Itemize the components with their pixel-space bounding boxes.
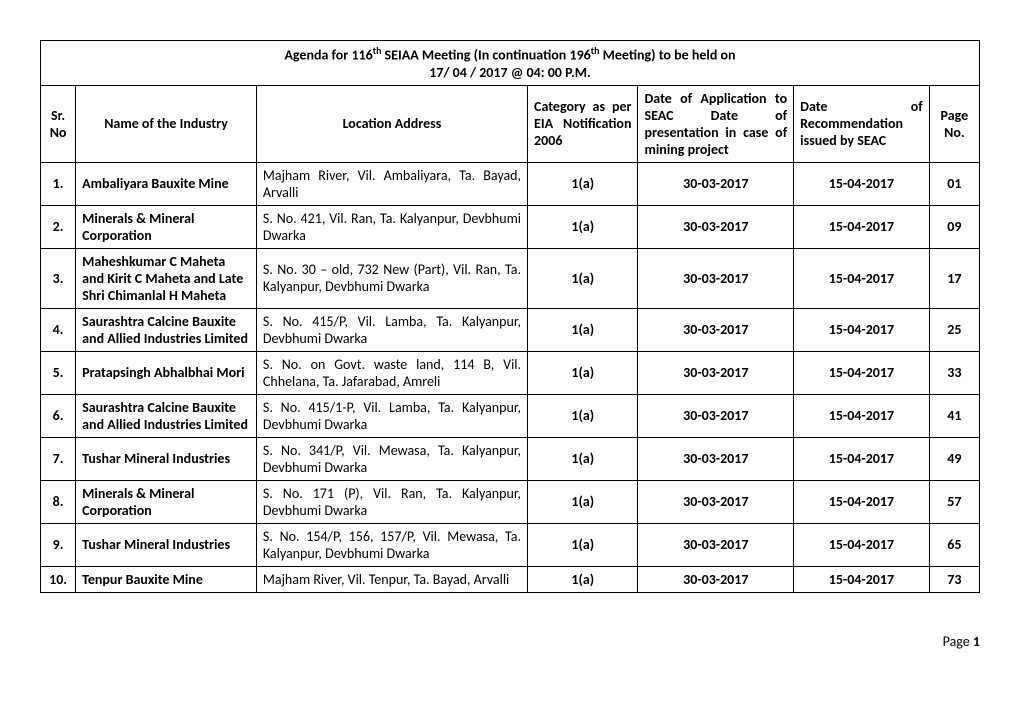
footer-num: 1 [973, 633, 980, 650]
cell-location: S. No. 415/1-P, Vil. Lamba, Ta. Kalyanpu… [256, 394, 527, 437]
cell-name: Tushar Mineral Industries [76, 437, 257, 480]
header-cat: Category as per EIA Notification 2006 [528, 85, 638, 162]
cell-location: S. No. 30 – old, 732 New (Part), Vil. Ra… [256, 248, 527, 308]
cell-location: Majham River, Vil. Ambaliyara, Ta. Bayad… [256, 162, 527, 205]
cell-sr: 6. [41, 394, 76, 437]
cell-name: Minerals & Mineral Corporation [76, 480, 257, 523]
agenda-table: Agenda for 116th SEIAA Meeting (In conti… [40, 40, 980, 593]
cell-sr: 10. [41, 566, 76, 592]
table-row: 6.Saurashtra Calcine Bauxite and Allied … [41, 394, 980, 437]
table-body: 1.Ambaliyara Bauxite MineMajham River, V… [41, 162, 980, 592]
cell-page: 09 [929, 205, 979, 248]
table-title: Agenda for 116th SEIAA Meeting (In conti… [41, 41, 980, 86]
title-mid: SEIAA Meeting (In continuation 196 [381, 47, 590, 64]
cell-sr: 2. [41, 205, 76, 248]
cell-date-app: 30-03-2017 [638, 162, 794, 205]
cell-sr: 3. [41, 248, 76, 308]
cell-date-app: 30-03-2017 [638, 351, 794, 394]
cell-sr: 1. [41, 162, 76, 205]
cell-category: 1(a) [528, 566, 638, 592]
cell-sr: 5. [41, 351, 76, 394]
cell-date-rec: 15-04-2017 [794, 162, 930, 205]
cell-page: 41 [929, 394, 979, 437]
cell-page: 33 [929, 351, 979, 394]
header-loc: Location Address [256, 85, 527, 162]
table-row: 10.Tenpur Bauxite MineMajham River, Vil.… [41, 566, 980, 592]
cell-sr: 9. [41, 523, 76, 566]
cell-category: 1(a) [528, 523, 638, 566]
cell-name: Saurashtra Calcine Bauxite and Allied In… [76, 394, 257, 437]
header-date-rec: Date of Recommendation issued by SEAC [794, 85, 930, 162]
cell-date-rec: 15-04-2017 [794, 437, 930, 480]
cell-page: 49 [929, 437, 979, 480]
header-page: Page No. [929, 85, 979, 162]
cell-page: 65 [929, 523, 979, 566]
cell-date-app: 30-03-2017 [638, 437, 794, 480]
cell-category: 1(a) [528, 205, 638, 248]
cell-location: Majham River, Vil. Tenpur, Ta. Bayad, Ar… [256, 566, 527, 592]
cell-date-app: 30-03-2017 [638, 205, 794, 248]
cell-date-rec: 15-04-2017 [794, 394, 930, 437]
cell-category: 1(a) [528, 437, 638, 480]
cell-date-rec: 15-04-2017 [794, 205, 930, 248]
table-row: 8.Minerals & Mineral CorporationS. No. 1… [41, 480, 980, 523]
cell-category: 1(a) [528, 394, 638, 437]
cell-category: 1(a) [528, 248, 638, 308]
cell-date-app: 30-03-2017 [638, 566, 794, 592]
cell-date-app: 30-03-2017 [638, 480, 794, 523]
cell-name: Tenpur Bauxite Mine [76, 566, 257, 592]
cell-date-rec: 15-04-2017 [794, 308, 930, 351]
cell-location: S. No. on Govt. waste land, 114 B, Vil. … [256, 351, 527, 394]
cell-category: 1(a) [528, 351, 638, 394]
cell-sr: 8. [41, 480, 76, 523]
cell-date-app: 30-03-2017 [638, 523, 794, 566]
title-line2: 17/ 04 / 2017 @ 04: 00 P.M. [429, 64, 590, 81]
cell-name: Ambaliyara Bauxite Mine [76, 162, 257, 205]
table-row: 3.Maheshkumar C Maheta and Kirit C Mahet… [41, 248, 980, 308]
cell-sr: 4. [41, 308, 76, 351]
header-name: Name of the Industry [76, 85, 257, 162]
cell-category: 1(a) [528, 480, 638, 523]
cell-name: Tushar Mineral Industries [76, 523, 257, 566]
cell-page: 17 [929, 248, 979, 308]
cell-date-app: 30-03-2017 [638, 308, 794, 351]
cell-category: 1(a) [528, 308, 638, 351]
cell-location: S. No. 171 (P), Vil. Ran, Ta. Kalyanpur,… [256, 480, 527, 523]
header-sr: Sr. No [41, 85, 76, 162]
page-footer: Page 1 [40, 633, 980, 650]
cell-location: S. No. 421, Vil. Ran, Ta. Kalyanpur, Dev… [256, 205, 527, 248]
cell-location: S. No. 341/P, Vil. Mewasa, Ta. Kalyanpur… [256, 437, 527, 480]
table-row: 5.Pratapsingh Abhalbhai MoriS. No. on Go… [41, 351, 980, 394]
cell-date-app: 30-03-2017 [638, 394, 794, 437]
title-prefix: Agenda for 116 [284, 47, 372, 64]
table-row: 1.Ambaliyara Bauxite MineMajham River, V… [41, 162, 980, 205]
cell-name: Minerals & Mineral Corporation [76, 205, 257, 248]
cell-date-rec: 15-04-2017 [794, 351, 930, 394]
cell-name: Pratapsingh Abhalbhai Mori [76, 351, 257, 394]
footer-label: Page [943, 633, 973, 650]
cell-date-rec: 15-04-2017 [794, 523, 930, 566]
table-row: 4.Saurashtra Calcine Bauxite and Allied … [41, 308, 980, 351]
table-header-row: Sr. No Name of the Industry Location Add… [41, 85, 980, 162]
cell-page: 57 [929, 480, 979, 523]
cell-date-rec: 15-04-2017 [794, 566, 930, 592]
header-date-app: Date of Application to SEAC Date of pres… [638, 85, 794, 162]
table-title-row: Agenda for 116th SEIAA Meeting (In conti… [41, 41, 980, 86]
cell-location: S. No. 415/P, Vil. Lamba, Ta. Kalyanpur,… [256, 308, 527, 351]
cell-page: 01 [929, 162, 979, 205]
title-suffix: Meeting) to be held on [599, 47, 735, 64]
cell-location: S. No. 154/P, 156, 157/P, Vil. Mewasa, T… [256, 523, 527, 566]
table-row: 7.Tushar Mineral IndustriesS. No. 341/P,… [41, 437, 980, 480]
cell-page: 25 [929, 308, 979, 351]
cell-page: 73 [929, 566, 979, 592]
cell-date-rec: 15-04-2017 [794, 480, 930, 523]
table-row: 2.Minerals & Mineral CorporationS. No. 4… [41, 205, 980, 248]
cell-name: Saurashtra Calcine Bauxite and Allied In… [76, 308, 257, 351]
cell-sr: 7. [41, 437, 76, 480]
table-row: 9.Tushar Mineral IndustriesS. No. 154/P,… [41, 523, 980, 566]
cell-name: Maheshkumar C Maheta and Kirit C Maheta … [76, 248, 257, 308]
cell-date-app: 30-03-2017 [638, 248, 794, 308]
cell-date-rec: 15-04-2017 [794, 248, 930, 308]
cell-category: 1(a) [528, 162, 638, 205]
